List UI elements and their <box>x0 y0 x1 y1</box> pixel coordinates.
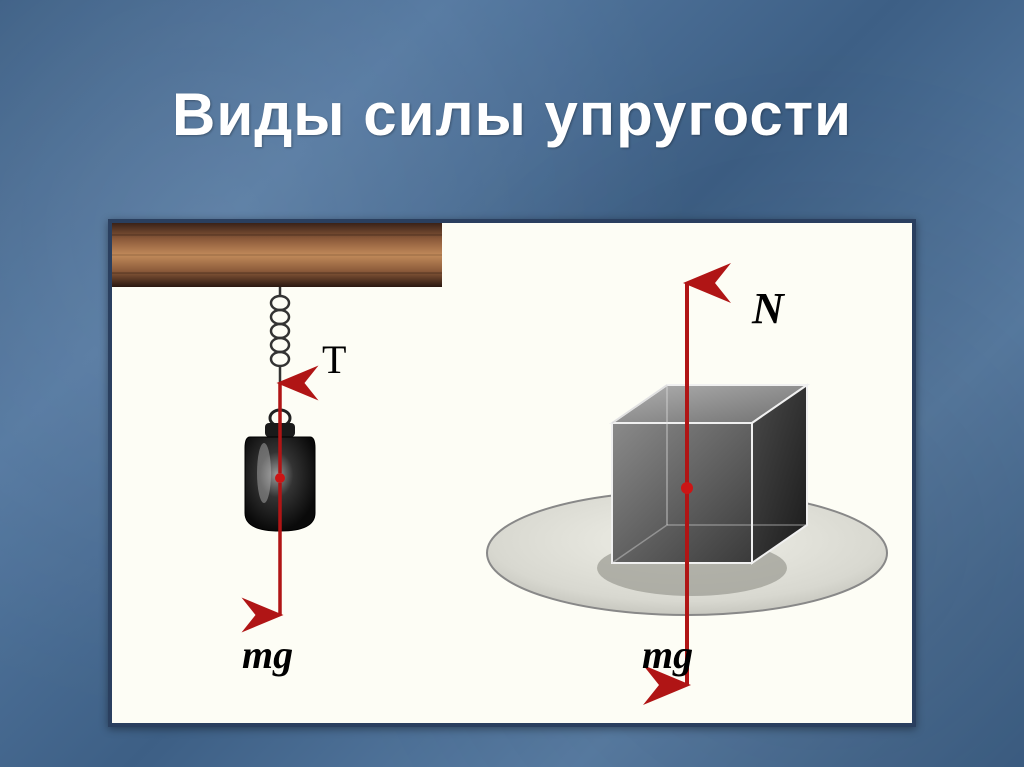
physics-diagram-svg: T mg <box>112 223 912 723</box>
cube <box>612 385 807 563</box>
label-mg-right: mg <box>642 632 693 677</box>
label-tension: T <box>322 337 346 382</box>
normal-force-diagram: N mg <box>487 283 887 685</box>
center-dot-right <box>681 482 693 494</box>
center-dot-left <box>275 473 285 483</box>
physics-diagram-frame: T mg <box>108 219 916 727</box>
tension-diagram: T mg <box>112 223 442 677</box>
slide-title: Виды силы упругости <box>0 40 1024 179</box>
label-mg-left: mg <box>242 632 293 677</box>
label-normal: N <box>751 284 786 333</box>
